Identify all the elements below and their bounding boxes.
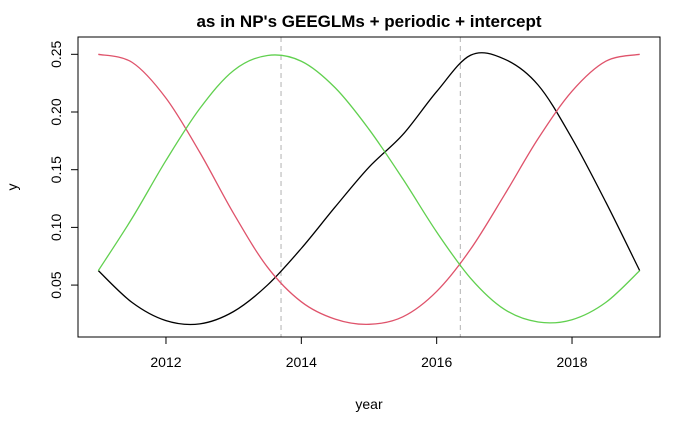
series-line-3 (97, 54, 641, 324)
y-tick-label: 0.10 (48, 214, 64, 241)
y-tick-label: 0.25 (48, 40, 64, 67)
x-tick-label: 2016 (421, 354, 452, 370)
plot-frame (77, 36, 661, 338)
chart-title: as in NP's GEEGLMs + periodic + intercep… (196, 12, 541, 31)
series-line-1 (97, 52, 641, 326)
y-tick-label: 0.05 (48, 271, 64, 298)
x-tick-label: 2012 (150, 354, 181, 370)
x-axis: 2012 2014 2016 2018 (150, 336, 588, 370)
reference-lines (280, 37, 461, 337)
x-axis-label: year (355, 396, 383, 412)
x-tick-label: 2018 (556, 354, 587, 370)
y-tick-label: 0.20 (48, 98, 64, 125)
series-lines (97, 52, 641, 326)
y-axis-label: y (4, 184, 20, 191)
series-line-2 (98, 53, 640, 325)
x-tick-label: 2014 (286, 354, 317, 370)
y-axis: 0.05 0.10 0.15 0.20 0.25 (48, 40, 79, 299)
y-tick-label: 0.15 (48, 156, 64, 183)
